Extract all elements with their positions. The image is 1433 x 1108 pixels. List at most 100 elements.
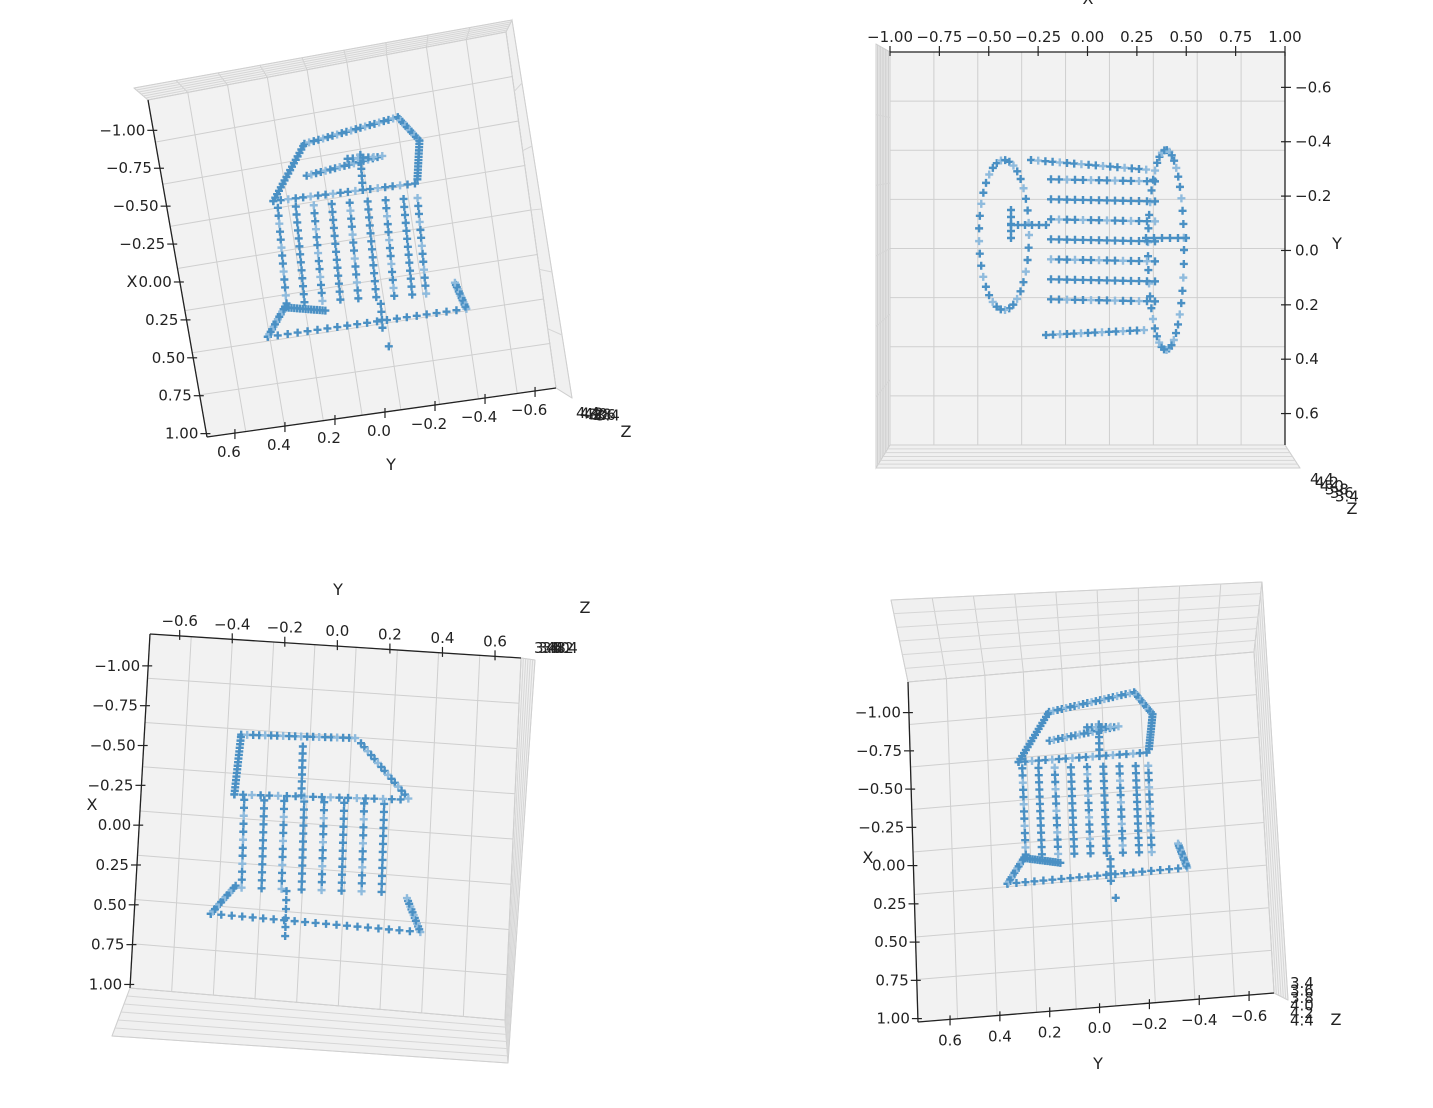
y-axis-label: Y xyxy=(332,580,343,599)
y-tick-label: −0.6 xyxy=(161,612,197,630)
data-point xyxy=(274,211,283,220)
data-point xyxy=(328,189,337,198)
x-tick-label: −0.50 xyxy=(966,28,1012,46)
data-point xyxy=(293,328,302,337)
data-point xyxy=(338,854,347,863)
data-point xyxy=(1048,157,1057,166)
data-point xyxy=(314,191,323,200)
data-point xyxy=(1112,327,1120,336)
data-point xyxy=(1175,310,1184,319)
data-point xyxy=(1133,797,1142,806)
data-point xyxy=(1151,177,1159,186)
data-point xyxy=(1120,163,1129,172)
data-point xyxy=(1055,175,1063,184)
data-point xyxy=(363,197,372,206)
data-point xyxy=(378,847,387,856)
data-point xyxy=(1079,215,1087,224)
data-point xyxy=(1178,206,1187,215)
data-point xyxy=(1063,195,1071,204)
data-point xyxy=(370,794,379,803)
data-point xyxy=(403,234,412,243)
data-point xyxy=(1019,278,1028,287)
data-point xyxy=(1100,784,1109,793)
y-tick-label: 0.0 xyxy=(367,422,391,440)
data-point xyxy=(1179,273,1188,282)
data-point xyxy=(1106,162,1115,171)
data-point xyxy=(1053,828,1062,837)
data-point xyxy=(1144,224,1153,233)
data-point xyxy=(1087,216,1095,225)
data-point xyxy=(1055,255,1063,264)
data-point xyxy=(1079,275,1087,284)
data-point xyxy=(1034,756,1043,765)
x-tick-label: −1.00 xyxy=(855,704,901,722)
data-point xyxy=(1035,221,1043,229)
data-point xyxy=(317,886,326,895)
data-point xyxy=(1095,216,1103,225)
data-point xyxy=(379,807,388,816)
data-point xyxy=(334,271,343,280)
data-point xyxy=(1151,297,1159,306)
data-point xyxy=(1134,833,1143,842)
data-point xyxy=(358,839,367,848)
data-point xyxy=(353,922,362,931)
data-point xyxy=(1021,267,1030,276)
data-point xyxy=(1151,257,1159,266)
data-point xyxy=(1052,799,1061,808)
data-point xyxy=(273,331,282,340)
axis-line xyxy=(149,633,522,659)
data-point xyxy=(247,790,256,799)
data-point xyxy=(309,137,318,146)
data-point xyxy=(359,831,368,840)
x-tick-label: 1.00 xyxy=(876,1010,909,1028)
data-point xyxy=(318,862,327,871)
data-point xyxy=(279,820,288,829)
data-point xyxy=(1035,785,1044,794)
data-point xyxy=(1134,826,1143,835)
z-tick-label: 4.2 xyxy=(1315,474,1339,492)
data-point xyxy=(1147,304,1156,313)
data-point xyxy=(282,896,291,905)
data-point xyxy=(1084,160,1093,169)
data-point xyxy=(281,291,290,300)
data-point xyxy=(314,135,323,144)
data-point xyxy=(1019,184,1028,193)
data-point xyxy=(1023,256,1032,265)
data-point xyxy=(1036,814,1045,823)
data-point xyxy=(1063,329,1071,338)
z-tick-label: 4.2 xyxy=(1290,1004,1314,1022)
data-point xyxy=(1101,827,1110,836)
data-point xyxy=(319,806,328,815)
data-point xyxy=(281,914,290,923)
data-point xyxy=(1145,790,1154,799)
data-point xyxy=(1018,778,1027,787)
data-point xyxy=(239,835,248,844)
data-point xyxy=(413,175,422,184)
data-point xyxy=(1055,275,1063,284)
data-point xyxy=(1063,235,1071,244)
data-point xyxy=(1021,757,1030,766)
data-point xyxy=(1127,256,1135,265)
data-point xyxy=(421,281,430,290)
data-point xyxy=(328,207,337,216)
data-point xyxy=(315,265,324,274)
data-point xyxy=(1007,234,1015,242)
data-point xyxy=(1116,776,1125,785)
data-point xyxy=(1119,276,1127,285)
data-point xyxy=(357,171,366,180)
data-point xyxy=(1103,276,1111,285)
data-point xyxy=(357,164,366,173)
data-point xyxy=(388,267,397,276)
x-tick-label: −1.00 xyxy=(867,28,913,46)
data-point xyxy=(1099,162,1107,170)
data-point xyxy=(1118,841,1127,850)
data-point xyxy=(1084,806,1093,815)
data-point xyxy=(1116,791,1125,800)
data-point xyxy=(1127,276,1135,285)
data-point xyxy=(356,123,365,132)
data-point xyxy=(365,121,374,130)
data-point xyxy=(1055,215,1063,224)
axis-line xyxy=(206,387,557,438)
data-point xyxy=(1102,848,1111,857)
data-point xyxy=(331,239,340,248)
